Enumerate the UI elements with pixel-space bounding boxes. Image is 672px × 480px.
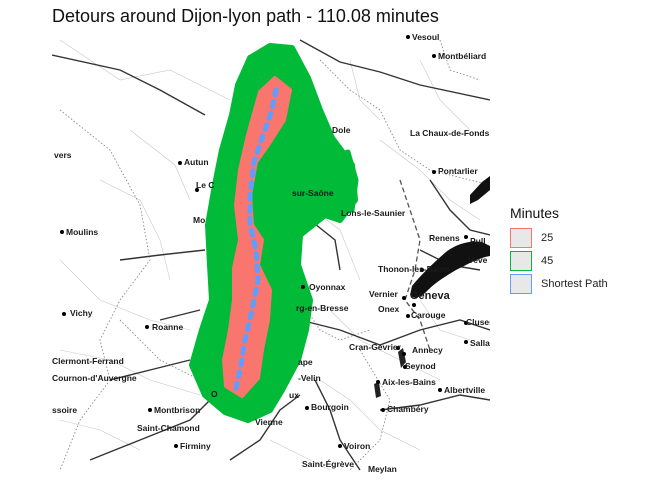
city-label: Vesoul xyxy=(412,32,439,42)
city-label: Annecy xyxy=(412,345,443,355)
city-label: Voiron xyxy=(344,441,370,451)
city-label: Seynod xyxy=(405,361,436,371)
city-label: Dole xyxy=(332,125,351,135)
lake-neuchatel xyxy=(470,176,490,204)
legend-label: Shortest Path xyxy=(541,277,608,290)
city-label: Vichy xyxy=(70,308,93,318)
legend-item-shortest-path: Shortest Path xyxy=(510,272,608,295)
lake-bourget xyxy=(374,382,381,398)
legend-label: 45 xyxy=(541,254,554,267)
city-label: Oyonnax xyxy=(309,282,346,292)
city-label: Vienne xyxy=(255,417,283,427)
city-label: Aix-les-Bains xyxy=(382,377,436,387)
legend-key-45 xyxy=(510,250,532,271)
city-label: Onex xyxy=(378,304,400,314)
city-label: Thonon-les-Bains xyxy=(378,264,450,274)
city-label: Saint-Chamond xyxy=(137,423,200,433)
city-label: Meylan xyxy=(368,464,397,474)
city-label: Saint-Égrève xyxy=(302,459,354,469)
lake-geneva xyxy=(410,241,490,298)
minor-roads xyxy=(59,39,481,471)
city-markers xyxy=(60,35,468,448)
city-label: Veve xyxy=(468,255,488,265)
legend-key-25 xyxy=(510,227,532,248)
city-label: Albertville xyxy=(444,385,485,395)
city-label: Montbrison xyxy=(154,405,200,415)
city-label: Carouge xyxy=(411,310,446,320)
city-label: Chambéry xyxy=(387,404,429,414)
legend-label: 25 xyxy=(541,231,554,244)
city-label: Salla xyxy=(470,338,490,348)
city-label: Montbéliard xyxy=(438,51,486,61)
detour-area-25 xyxy=(222,76,292,398)
city-label: rg-en-Bresse xyxy=(296,303,349,313)
city-label: Geneva xyxy=(410,290,451,302)
city-label: Mo xyxy=(193,215,205,225)
city-label: Roanne xyxy=(152,322,183,332)
city-label: ux xyxy=(289,390,299,400)
city-label: sur-Saône xyxy=(292,188,334,198)
city-label: La Chaux-de-Fonds xyxy=(410,128,490,138)
city-label: Renens xyxy=(429,233,460,243)
city-label: Cournon-d'Auvergne xyxy=(52,373,137,383)
map-title: Detours around Dijon-lyon path - 110.08 … xyxy=(52,6,439,26)
city-label: Firminy xyxy=(180,441,211,451)
city-label: Moulins xyxy=(66,227,98,237)
city-label: ssoire xyxy=(52,405,77,415)
city-label: Vernier xyxy=(369,289,399,299)
city-label: O xyxy=(211,389,218,399)
city-label: Lons-le-Saunier xyxy=(341,208,406,218)
city-label: Le C xyxy=(196,180,214,190)
city-label: Clermont-Ferrand xyxy=(52,356,124,366)
legend: Minutes 25 45 Shortest Path xyxy=(510,205,608,295)
city-label: Bourgoin xyxy=(311,402,349,412)
legend-item-25: 25 xyxy=(510,226,608,249)
city-label: ape xyxy=(298,357,313,367)
city-label: Pull xyxy=(470,236,486,246)
legend-key-shortest-path xyxy=(510,273,532,294)
city-label: Pontarlier xyxy=(438,166,478,176)
city-label: Autun xyxy=(184,157,209,167)
legend-item-45: 45 xyxy=(510,249,608,272)
city-label: vers xyxy=(54,150,72,160)
legend-title: Minutes xyxy=(510,205,560,221)
city-label: -Velin xyxy=(298,373,321,383)
city-label: Cran-Gevrier xyxy=(349,342,402,352)
city-label: Cluses xyxy=(466,317,494,327)
city-labels: Vesoul Montbéliard Dole La Chaux-de-Fond… xyxy=(52,32,494,474)
